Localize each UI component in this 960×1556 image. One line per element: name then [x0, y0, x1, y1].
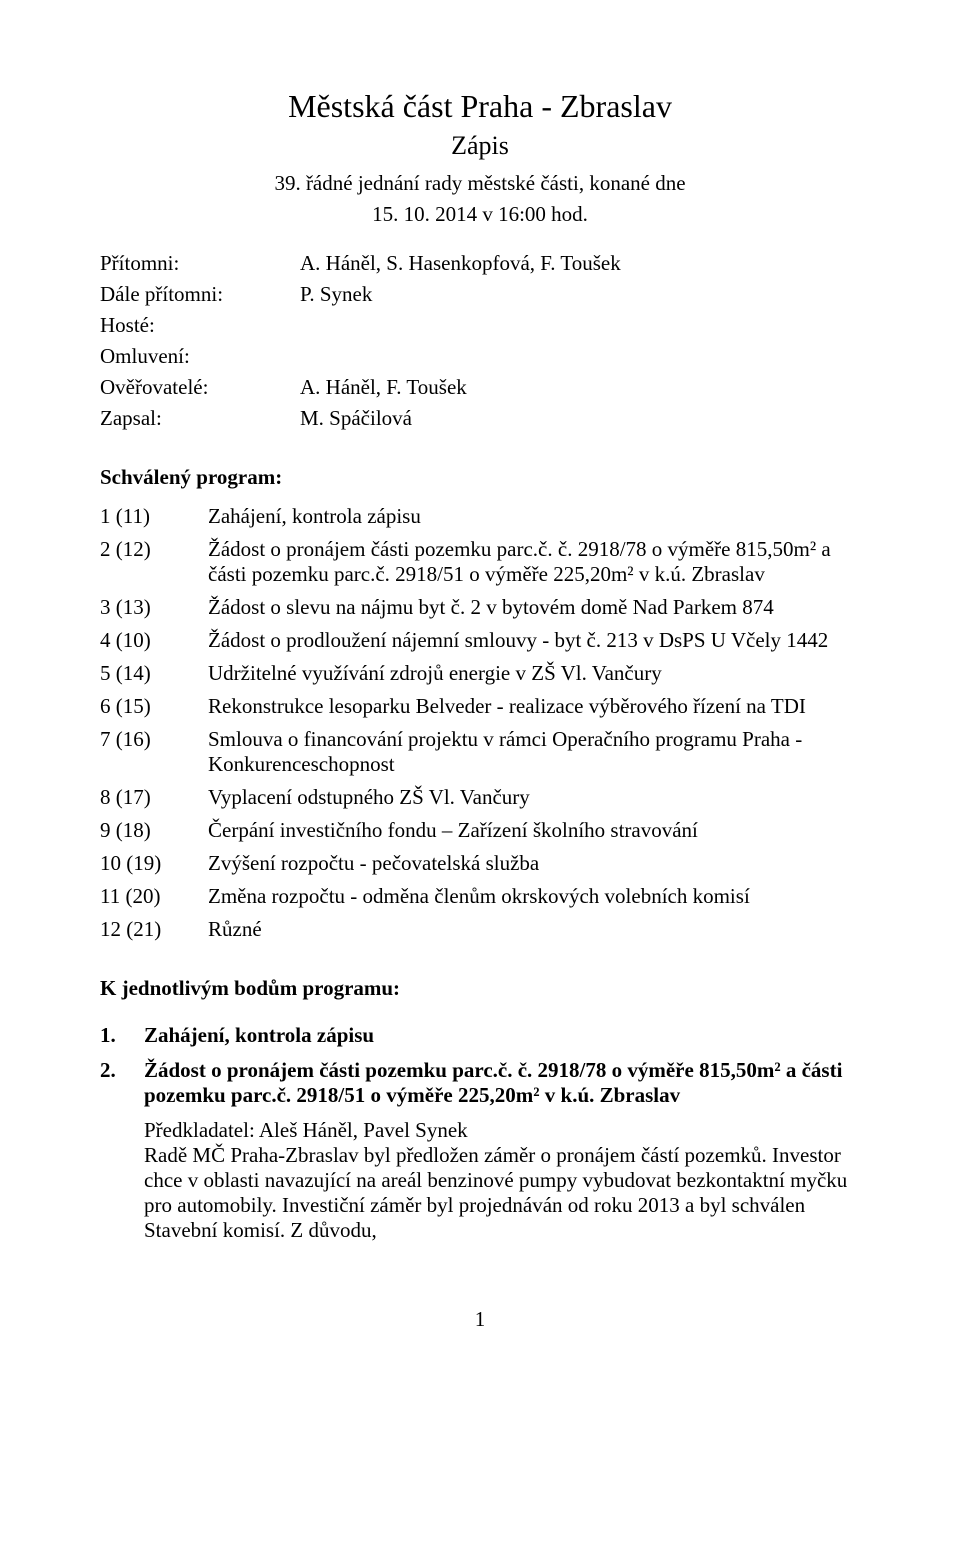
agenda-row: 2 (12)Žádost o pronájem části pozemku pa… [100, 537, 860, 587]
agenda-list: 1 (11)Zahájení, kontrola zápisu2 (12)Žád… [100, 504, 860, 942]
agenda-num: 9 (18) [100, 818, 208, 843]
agenda-row: 1 (11)Zahájení, kontrola zápisu [100, 504, 860, 529]
agenda-text: Žádost o prodloužení nájemní smlouvy - b… [208, 628, 860, 653]
agenda-num: 3 (13) [100, 595, 208, 620]
agenda-text: Různé [208, 917, 860, 942]
agenda-row: 9 (18)Čerpání investičního fondu – Zaříz… [100, 818, 860, 843]
attendance-value [300, 313, 860, 338]
agenda-text: Zahájení, kontrola zápisu [208, 504, 860, 529]
agenda-num: 5 (14) [100, 661, 208, 686]
agenda-num: 8 (17) [100, 785, 208, 810]
agenda-text: Rekonstrukce lesoparku Belveder - realiz… [208, 694, 860, 719]
agenda-text: Udržitelné využívání zdrojů energie v ZŠ… [208, 661, 860, 686]
attendance-row: Ověřovatelé:A. Háněl, F. Toušek [100, 375, 860, 400]
agenda-row: 12 (21)Různé [100, 917, 860, 942]
attendance-label: Hosté: [100, 313, 300, 338]
agenda-num: 4 (10) [100, 628, 208, 653]
detail-title: Zahájení, kontrola zápisu [144, 1023, 860, 1048]
agenda-row: 4 (10)Žádost o prodloužení nájemní smlou… [100, 628, 860, 653]
agenda-row: 6 (15)Rekonstrukce lesoparku Belveder - … [100, 694, 860, 719]
meeting-line-2: 15. 10. 2014 v 16:00 hod. [100, 202, 860, 227]
agenda-num: 1 (11) [100, 504, 208, 529]
detail-num: 1. [100, 1023, 144, 1048]
page: Městská část Praha - Zbraslav Zápis 39. … [0, 0, 960, 1372]
details-heading: K jednotlivým bodům programu: [100, 976, 860, 1001]
attendance-block: Přítomni:A. Háněl, S. Hasenkopfová, F. T… [100, 251, 860, 431]
attendance-label: Ověřovatelé: [100, 375, 300, 400]
attendance-value: P. Synek [300, 282, 860, 307]
attendance-row: Zapsal:M. Spáčilová [100, 406, 860, 431]
detail-num: 2. [100, 1058, 144, 1108]
attendance-row: Dále přítomni:P. Synek [100, 282, 860, 307]
agenda-text: Čerpání investičního fondu – Zařízení šk… [208, 818, 860, 843]
attendance-value [300, 344, 860, 369]
agenda-row: 11 (20)Změna rozpočtu - odměna členům ok… [100, 884, 860, 909]
attendance-value: A. Háněl, S. Hasenkopfová, F. Toušek [300, 251, 860, 276]
agenda-heading: Schválený program: [100, 465, 860, 490]
attendance-label: Omluvení: [100, 344, 300, 369]
attendance-value: M. Spáčilová [300, 406, 860, 431]
attendance-label: Přítomni: [100, 251, 300, 276]
agenda-row: 5 (14)Udržitelné využívání zdrojů energi… [100, 661, 860, 686]
detail-title: Žádost o pronájem části pozemku parc.č. … [144, 1058, 860, 1108]
attendance-row: Omluvení: [100, 344, 860, 369]
attendance-label: Dále přítomni: [100, 282, 300, 307]
page-number: 1 [100, 1307, 860, 1332]
agenda-row: 7 (16)Smlouva o financování projektu v r… [100, 727, 860, 777]
attendance-row: Přítomni:A. Háněl, S. Hasenkopfová, F. T… [100, 251, 860, 276]
agenda-row: 3 (13)Žádost o slevu na nájmu byt č. 2 v… [100, 595, 860, 620]
agenda-text: Žádost o slevu na nájmu byt č. 2 v bytov… [208, 595, 860, 620]
agenda-num: 6 (15) [100, 694, 208, 719]
detail-row: 1.Zahájení, kontrola zápisu [100, 1023, 860, 1048]
agenda-text: Vyplacení odstupného ZŠ Vl. Vančury [208, 785, 860, 810]
agenda-row: 10 (19)Zvýšení rozpočtu - pečovatelská s… [100, 851, 860, 876]
details-list: 1.Zahájení, kontrola zápisu2.Žádost o pr… [100, 1023, 860, 1243]
meeting-line-1: 39. řádné jednání rady městské části, ko… [100, 171, 860, 196]
title-main: Městská část Praha - Zbraslav [100, 88, 860, 125]
agenda-num: 11 (20) [100, 884, 208, 909]
attendance-label: Zapsal: [100, 406, 300, 431]
attendance-row: Hosté: [100, 313, 860, 338]
title-sub: Zápis [100, 131, 860, 161]
agenda-num: 2 (12) [100, 537, 208, 587]
agenda-text: Žádost o pronájem části pozemku parc.č. … [208, 537, 860, 587]
agenda-num: 10 (19) [100, 851, 208, 876]
agenda-text: Zvýšení rozpočtu - pečovatelská služba [208, 851, 860, 876]
agenda-num: 7 (16) [100, 727, 208, 777]
detail-row: 2.Žádost o pronájem části pozemku parc.č… [100, 1058, 860, 1108]
agenda-row: 8 (17)Vyplacení odstupného ZŠ Vl. Vančur… [100, 785, 860, 810]
detail-body: Předkladatel: Aleš Háněl, Pavel Synek Ra… [144, 1118, 860, 1243]
agenda-text: Změna rozpočtu - odměna členům okrskovýc… [208, 884, 860, 909]
attendance-value: A. Háněl, F. Toušek [300, 375, 860, 400]
agenda-text: Smlouva o financování projektu v rámci O… [208, 727, 860, 777]
agenda-num: 12 (21) [100, 917, 208, 942]
